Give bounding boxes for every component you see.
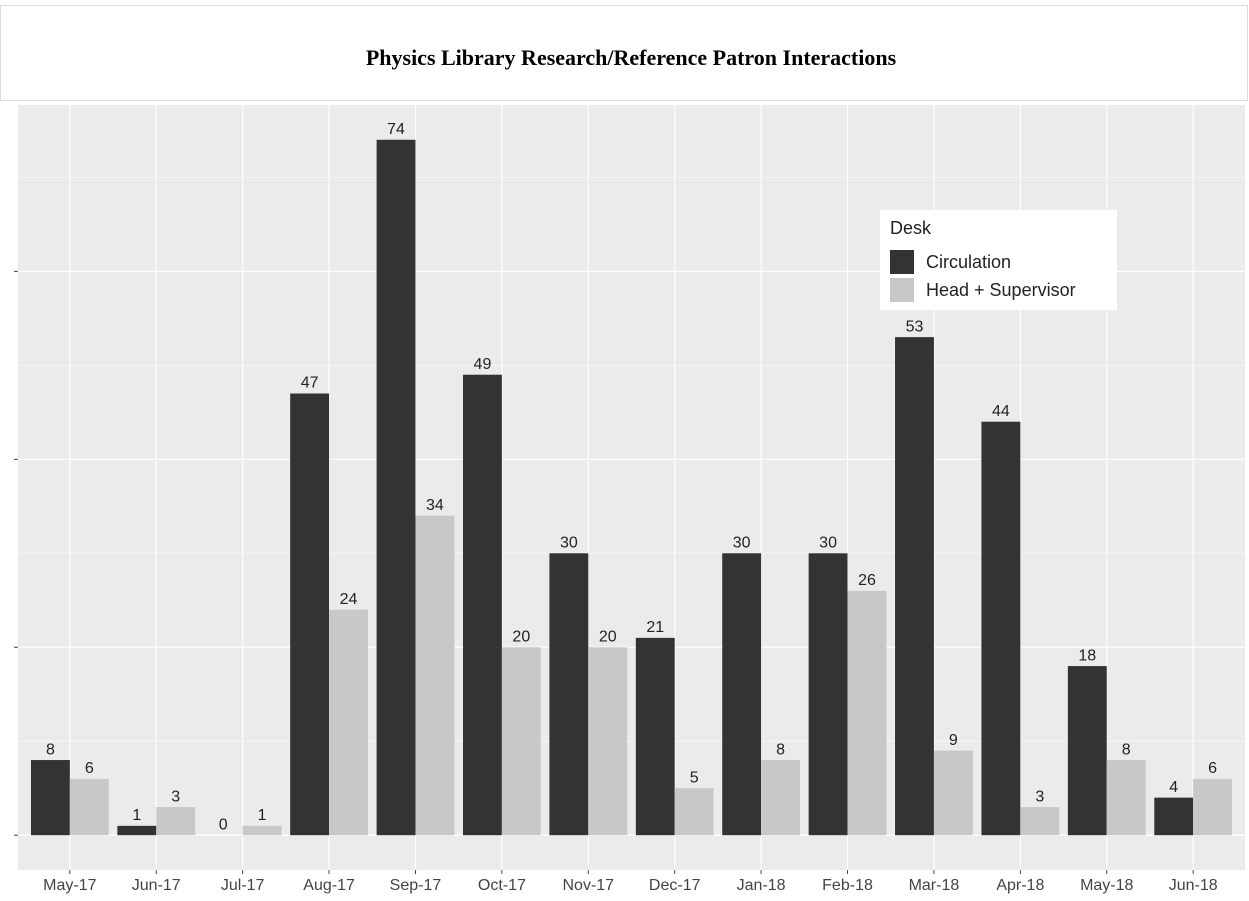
x-tick-label: Jul-17 [221,877,265,894]
data-label: 34 [426,497,444,514]
data-label: 3 [171,788,180,805]
bar [588,647,628,836]
bar [981,421,1021,836]
x-tick-label: Oct-17 [478,877,526,894]
x-tick-label: Dec-17 [649,877,701,894]
data-label: 1 [132,807,141,824]
bar [242,825,282,836]
legend-swatch [890,278,914,302]
data-label: 8 [46,741,55,758]
data-label: 74 [387,121,405,138]
legend-label: Head + Supervisor [926,280,1076,300]
bar [674,788,714,836]
bar [1020,807,1060,836]
title-box [0,5,1248,101]
x-tick-label: Mar-18 [909,877,960,894]
data-label: 6 [1208,760,1217,777]
legend-box [880,210,1117,310]
bar [549,553,589,836]
data-label: 0 [219,816,228,833]
data-label: 47 [301,375,319,392]
x-tick-label: Nov-17 [563,877,615,894]
bar [501,647,541,836]
data-label: 5 [690,769,699,786]
bar [290,393,330,836]
bar [376,139,416,836]
data-label: 30 [560,535,578,552]
x-tick-label: Aug-17 [303,877,355,894]
data-label: 4 [1169,779,1178,796]
bar [635,637,675,836]
x-tick-label: Sep-17 [390,877,442,894]
data-label: 49 [474,356,492,373]
data-label: 30 [733,535,751,552]
data-label: 9 [949,732,958,749]
data-label: 8 [1122,741,1131,758]
bar [761,760,800,836]
bar [895,337,934,836]
x-tick-label: May-18 [1080,877,1133,894]
bar [156,807,196,836]
data-label: 1 [258,807,267,824]
x-tick-label: Apr-18 [996,877,1044,894]
bar [30,760,70,836]
bar [933,750,973,836]
legend-label: Circulation [926,252,1011,272]
x-tick-label: Feb-18 [822,877,873,894]
x-tick-label: Jun-17 [132,877,181,894]
bar [117,825,157,836]
legend-swatch [890,250,914,274]
x-tick-label: Jun-18 [1169,877,1218,894]
bar [329,609,368,836]
data-label: 3 [1035,788,1044,805]
data-label: 18 [1078,647,1096,664]
chart-title: Physics Library Research/Reference Patro… [366,45,897,70]
data-label: 20 [599,628,617,645]
data-label: 24 [340,591,358,608]
legend-title: Desk [890,218,932,238]
bar [847,590,887,836]
data-label: 20 [512,628,530,645]
data-label: 30 [819,535,837,552]
bar [1067,666,1107,836]
bar [1106,760,1146,836]
bar [722,553,762,836]
data-label: 6 [85,760,94,777]
data-label: 44 [992,403,1010,420]
bar [808,553,848,836]
bar [415,515,455,836]
x-tick-label: Jan-18 [737,877,786,894]
bar [1154,797,1194,836]
data-label: 21 [646,619,664,636]
x-tick-label: May-17 [43,877,96,894]
bar [1193,778,1233,836]
bar [69,778,109,836]
data-label: 53 [906,318,924,335]
bar [463,374,502,836]
data-label: 8 [776,741,785,758]
data-label: 26 [858,572,876,589]
